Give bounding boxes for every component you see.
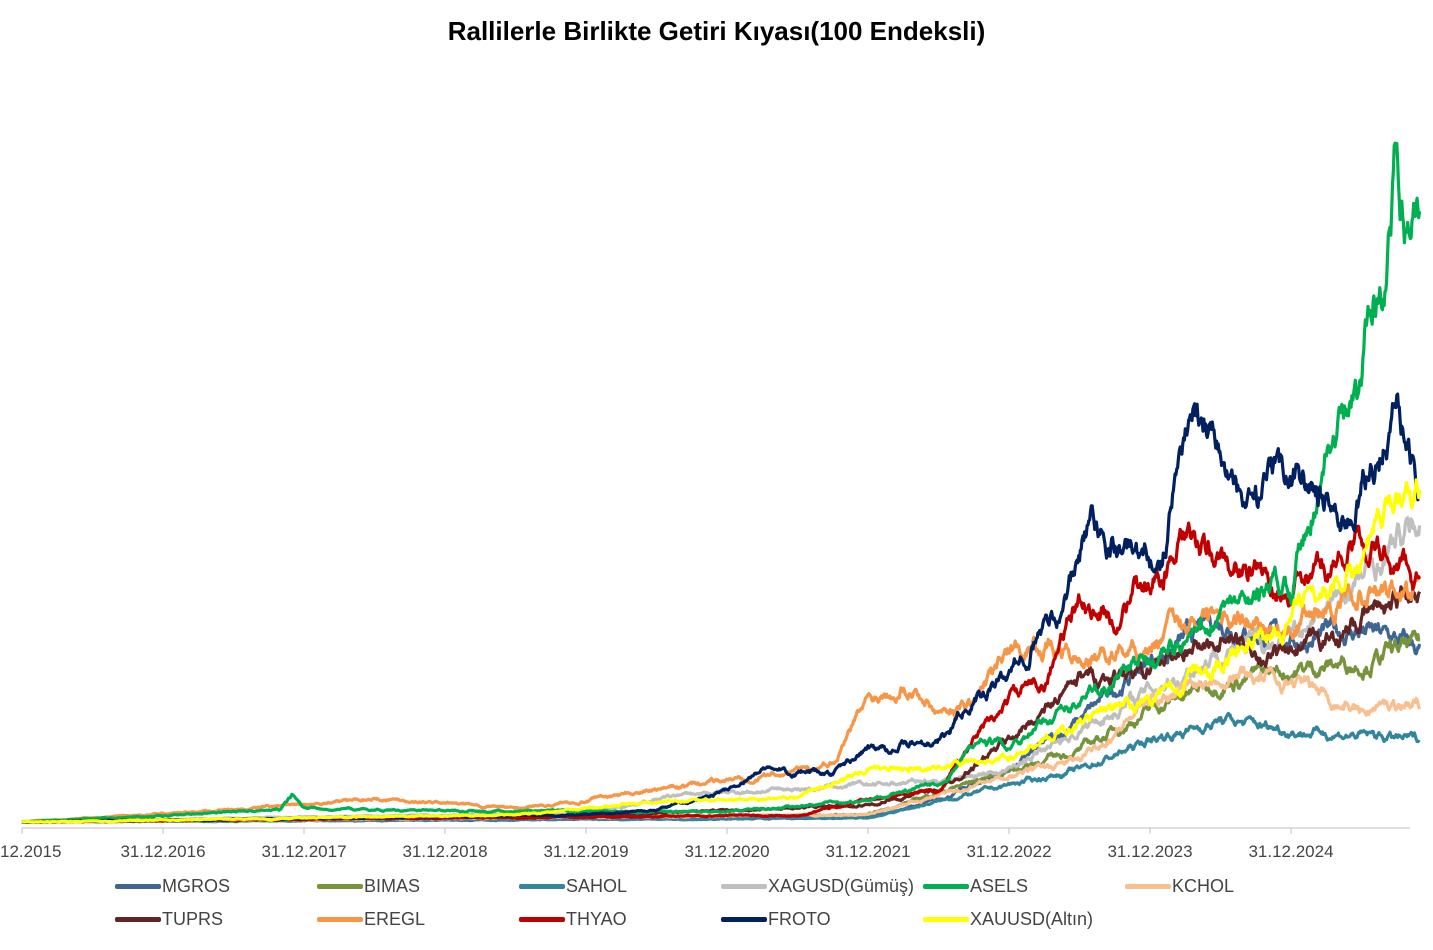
legend-swatch — [519, 884, 565, 889]
legend-item: ASELS — [923, 876, 1028, 897]
legend-label: KCHOL — [1172, 876, 1235, 896]
series-line-thyao — [21, 521, 1422, 824]
x-tick-label: 12.2015 — [0, 842, 61, 861]
x-tick-label: 31.12.2024 — [1248, 842, 1333, 861]
series-lines — [21, 141, 1422, 824]
legend-swatch — [115, 917, 161, 922]
legend-label: XAGUSD(Gümüş) — [768, 876, 915, 896]
x-tick-label: 31.12.2022 — [966, 842, 1051, 861]
series-line-xagusd-g-m- — [21, 515, 1422, 824]
legend-label: EREGL — [364, 909, 426, 929]
x-tick-label: 31.12.2023 — [1107, 842, 1192, 861]
legend-item: THYAO — [519, 909, 627, 930]
x-tick-label: 31.12.2021 — [825, 842, 910, 861]
legend-swatch — [317, 917, 363, 922]
legend-label: FROTO — [768, 909, 831, 929]
legend-label: BIMAS — [364, 876, 421, 896]
x-tick-label: 31.12.2020 — [684, 842, 769, 861]
legend-item: SAHOL — [519, 876, 627, 897]
chart-title: Rallilerle Birlikte Getiri Kıyası(100 En… — [447, 16, 986, 46]
legend-label: THYAO — [566, 909, 627, 929]
legend-item: MGROS — [115, 876, 230, 897]
legend-label: ASELS — [970, 876, 1029, 896]
plot-area: 12.2015 31.12.2016 31.12.2017 31.12.2018 31.… — [0, 141, 1422, 861]
legend-swatch — [721, 917, 767, 922]
legend-swatch — [923, 917, 969, 922]
legend-label: TUPRS — [162, 909, 224, 929]
series-line-eregl — [21, 574, 1421, 824]
x-tick-label: 31.12.2019 — [543, 842, 628, 861]
legend-swatch — [923, 884, 969, 889]
legend-item: XAUUSD(Altın) — [923, 909, 1093, 930]
legend-item: TUPRS — [115, 909, 223, 930]
x-tick-label: 31.12.2016 — [120, 842, 205, 861]
legend-label: XAUUSD(Altın) — [970, 909, 1094, 929]
x-tick-label: 31.12.2018 — [402, 842, 487, 861]
series-line-xauusd-alt-n- — [21, 478, 1422, 824]
legend-item: FROTO — [721, 909, 831, 930]
x-tick-label: 31.12.2017 — [261, 842, 346, 861]
series-line-sahol — [21, 711, 1421, 824]
legend-item: XAGUSD(Gümüş) — [721, 876, 914, 897]
x-axis-ticks: 12.2015 31.12.2016 31.12.2017 31.12.2018 31.… — [0, 828, 1334, 861]
legend-swatch — [317, 884, 363, 889]
legend-swatch — [115, 884, 161, 889]
legend-swatch — [721, 884, 767, 889]
legend-label: MGROS — [162, 876, 231, 896]
legend-label: SAHOL — [566, 876, 628, 896]
legend-item: BIMAS — [317, 876, 420, 897]
legend-item: KCHOL — [1125, 876, 1234, 897]
legend-item: EREGL — [317, 909, 425, 930]
legend-swatch — [1125, 884, 1171, 889]
legend-swatch — [519, 917, 565, 922]
series-line-asels — [21, 141, 1422, 824]
